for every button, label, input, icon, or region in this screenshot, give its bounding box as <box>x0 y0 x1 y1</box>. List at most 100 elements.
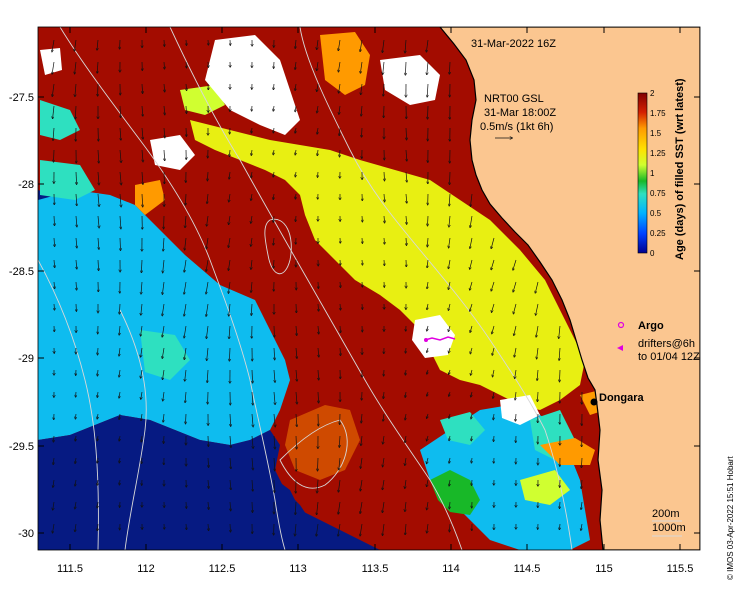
x-tick-label: 113.5 <box>362 563 389 575</box>
current-vector <box>75 479 76 486</box>
contour-deep-2 <box>38 259 99 550</box>
current-vector <box>184 281 187 294</box>
current-vector <box>142 171 143 184</box>
current-vector <box>427 369 428 374</box>
current-vector <box>339 457 340 470</box>
current-vector <box>186 523 187 529</box>
colorbar-tick: 0.75 <box>650 189 666 198</box>
current-vector <box>119 369 120 377</box>
current-vector <box>273 127 274 133</box>
map-time-label: 31-Mar-2022 16Z <box>471 38 556 50</box>
x-tick-label: 112 <box>137 563 155 575</box>
current-vector <box>229 149 230 156</box>
current-vector <box>338 501 341 514</box>
current-vector <box>228 281 231 293</box>
current-vector <box>252 457 253 470</box>
current-vector <box>515 413 516 421</box>
current-vector <box>515 391 516 400</box>
current-label-line1: NRT00 GSL <box>484 93 544 105</box>
colorbar-tick: 0.25 <box>650 229 666 238</box>
current-vector <box>75 501 76 509</box>
current-vector <box>97 457 98 463</box>
x-tick-label: 111.5 <box>57 563 83 575</box>
current-vector <box>382 501 385 512</box>
current-vector <box>295 149 296 155</box>
land-western-australia <box>439 27 700 550</box>
current-vector <box>54 259 55 267</box>
current-vector <box>97 523 98 531</box>
current-vector <box>361 457 363 468</box>
current-vector <box>251 193 252 200</box>
current-vector <box>273 237 274 245</box>
current-vector <box>560 369 561 382</box>
current-vector <box>449 391 450 396</box>
current-vector <box>383 61 385 74</box>
current-vector <box>76 215 77 227</box>
current-vector <box>406 347 407 353</box>
current-vector <box>163 259 165 273</box>
no-data-patch-nw <box>40 48 62 75</box>
current-vector <box>559 325 561 338</box>
sst-age-patch-orange-n <box>320 32 370 95</box>
current-label-line3: 0.5m/s (1kt 6h) <box>480 121 553 133</box>
current-vector <box>97 391 98 397</box>
current-vector <box>427 259 428 268</box>
current-vector <box>405 457 406 465</box>
current-vector <box>426 39 429 52</box>
drifter-marker <box>424 338 428 342</box>
current-vector <box>340 149 341 157</box>
map-frame <box>37 26 701 551</box>
current-vector <box>141 435 142 442</box>
current-vector <box>207 193 208 203</box>
current-vector <box>228 237 231 247</box>
colorbar-tick: 2 <box>650 89 655 98</box>
sst-age-patch-lime-n <box>180 85 225 115</box>
current-vector <box>384 237 385 244</box>
current-vector <box>449 193 450 206</box>
current-vector <box>54 303 55 310</box>
current-vector <box>449 347 450 353</box>
current-vector <box>491 281 495 291</box>
current-vector <box>295 501 296 514</box>
current-vector <box>360 479 363 491</box>
current-vector <box>185 369 187 381</box>
current-vector <box>471 369 472 375</box>
current-vector <box>273 171 274 177</box>
current-vector <box>251 171 252 178</box>
current-vector <box>97 501 98 508</box>
no-data-patch-ne <box>380 55 440 105</box>
current-vector <box>514 347 517 357</box>
current-vector <box>360 501 363 513</box>
current-vector <box>230 435 231 447</box>
current-vector <box>340 325 341 333</box>
current-vector <box>448 325 450 331</box>
current-vector <box>536 325 539 337</box>
current-vector <box>252 391 253 405</box>
current-vector <box>427 479 428 487</box>
current-vector <box>76 171 77 184</box>
current-vector <box>76 193 77 206</box>
place-label-dongara: Dongara <box>599 392 645 404</box>
current-vector <box>405 435 406 442</box>
current-vector <box>513 281 517 292</box>
current-vector <box>383 83 384 96</box>
current-vector <box>229 303 231 316</box>
current-vector <box>186 105 187 113</box>
current-vector <box>384 193 385 202</box>
current-vector <box>141 391 142 399</box>
current-vector <box>427 501 428 510</box>
current-vector <box>229 347 230 361</box>
current-vector <box>185 391 186 402</box>
x-tick-label: 114.5 <box>514 563 541 575</box>
current-vector <box>338 39 341 51</box>
current-vector <box>141 281 142 294</box>
current-vector <box>492 303 495 312</box>
current-vector <box>493 391 494 398</box>
colorbar-tick: 1 <box>650 169 655 178</box>
current-vector <box>296 325 297 335</box>
current-vector <box>75 83 76 96</box>
x-axis: 111.5 112 112.5 113 113.5 114 114.5 115 … <box>57 27 693 575</box>
current-vector <box>427 61 428 75</box>
current-vector <box>471 193 473 206</box>
current-vector <box>52 83 55 96</box>
